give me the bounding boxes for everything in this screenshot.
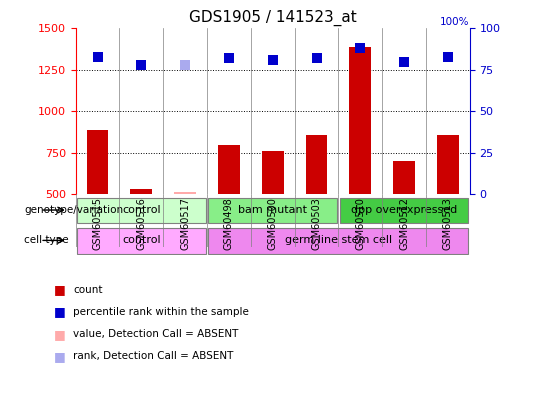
Point [443, 53, 452, 60]
Bar [437, 135, 459, 194]
Point [225, 55, 233, 62]
Text: ■: ■ [54, 283, 66, 296]
Text: ■: ■ [54, 350, 66, 363]
Point [400, 58, 408, 65]
Point [312, 55, 321, 62]
Bar [86, 130, 109, 194]
Text: ■: ■ [54, 305, 66, 318]
Text: GSM60513: GSM60513 [443, 197, 453, 250]
Bar [77, 228, 206, 254]
Bar [306, 135, 327, 194]
Text: GSM60515: GSM60515 [92, 197, 103, 250]
Text: GSM60517: GSM60517 [180, 197, 190, 250]
Title: GDS1905 / 141523_at: GDS1905 / 141523_at [189, 9, 356, 26]
Point [356, 45, 364, 51]
Text: ■: ■ [54, 328, 66, 341]
Bar [340, 198, 469, 224]
Text: percentile rank within the sample: percentile rank within the sample [73, 307, 249, 317]
Text: dpp overexpressed: dpp overexpressed [351, 205, 457, 215]
Bar [174, 192, 196, 194]
Bar [349, 47, 372, 194]
Text: GSM60503: GSM60503 [312, 197, 321, 250]
Text: genotype/variation: genotype/variation [24, 205, 124, 215]
Text: value, Detection Call = ABSENT: value, Detection Call = ABSENT [73, 329, 238, 339]
Text: germ line stem cell: germ line stem cell [285, 235, 392, 245]
Text: control: control [122, 205, 160, 215]
Text: control: control [122, 235, 160, 245]
Bar [393, 161, 415, 194]
Text: GSM60516: GSM60516 [136, 197, 146, 250]
Bar [208, 228, 469, 254]
Text: rank, Detection Call = ABSENT: rank, Detection Call = ABSENT [73, 352, 233, 361]
Text: GSM60498: GSM60498 [224, 197, 234, 250]
Text: GSM60510: GSM60510 [355, 197, 365, 250]
Bar [208, 198, 337, 224]
Bar [130, 190, 152, 194]
Text: count: count [73, 285, 103, 294]
Text: cell type: cell type [24, 235, 69, 245]
Bar [262, 151, 284, 194]
Point [137, 62, 146, 68]
Text: bam mutant: bam mutant [238, 205, 307, 215]
Point [268, 57, 277, 63]
Text: GSM60500: GSM60500 [268, 197, 278, 250]
Bar [77, 198, 206, 224]
Point [93, 53, 102, 60]
Text: 100%: 100% [440, 17, 470, 27]
Bar [218, 145, 240, 194]
Point [181, 62, 190, 68]
Text: GSM60512: GSM60512 [399, 197, 409, 250]
